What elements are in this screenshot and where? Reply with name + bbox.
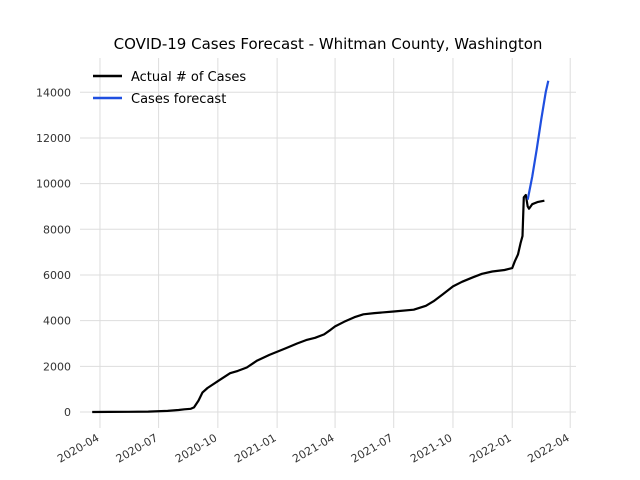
y-tick-label: 0 (64, 406, 71, 419)
y-tick-label: 2000 (43, 360, 71, 373)
y-tick-label: 6000 (43, 269, 71, 282)
x-tick-label: 2021-10 (408, 431, 454, 465)
x-tick-label: 2021-01 (232, 431, 278, 465)
y-tick-label: 14000 (36, 86, 71, 99)
x-tick-label: 2022-04 (525, 431, 571, 465)
chart-title: COVID-19 Cases Forecast - Whitman County… (114, 35, 543, 53)
x-tick-label: 2020-07 (114, 431, 160, 465)
legend-label: Actual # of Cases (131, 70, 246, 85)
x-tick-label: 2021-07 (349, 431, 395, 465)
x-tick-label: 2022-01 (467, 431, 513, 465)
y-tick-label: 8000 (43, 223, 71, 236)
y-tick-label: 4000 (43, 315, 71, 328)
y-tick-label: 12000 (36, 132, 71, 145)
x-tick-label: 2021-04 (290, 431, 336, 465)
legend: Actual # of Cases Cases forecast (93, 70, 246, 107)
x-axis: 2020-04 2020-07 2020-10 2021-01 2021-04 2021-… (55, 431, 572, 465)
x-tick-label: 2020-10 (173, 431, 219, 465)
y-axis: 0 2000 4000 6000 8000 10000 12000 14000 (36, 86, 71, 419)
grid (80, 58, 576, 428)
legend-label: Cases forecast (131, 92, 226, 107)
series-line-1 (92, 193, 545, 414)
series-line-2 (526, 80, 550, 200)
y-tick-label: 10000 (36, 178, 71, 191)
x-tick-label: 2020-04 (55, 431, 101, 465)
plot-area (92, 80, 550, 414)
